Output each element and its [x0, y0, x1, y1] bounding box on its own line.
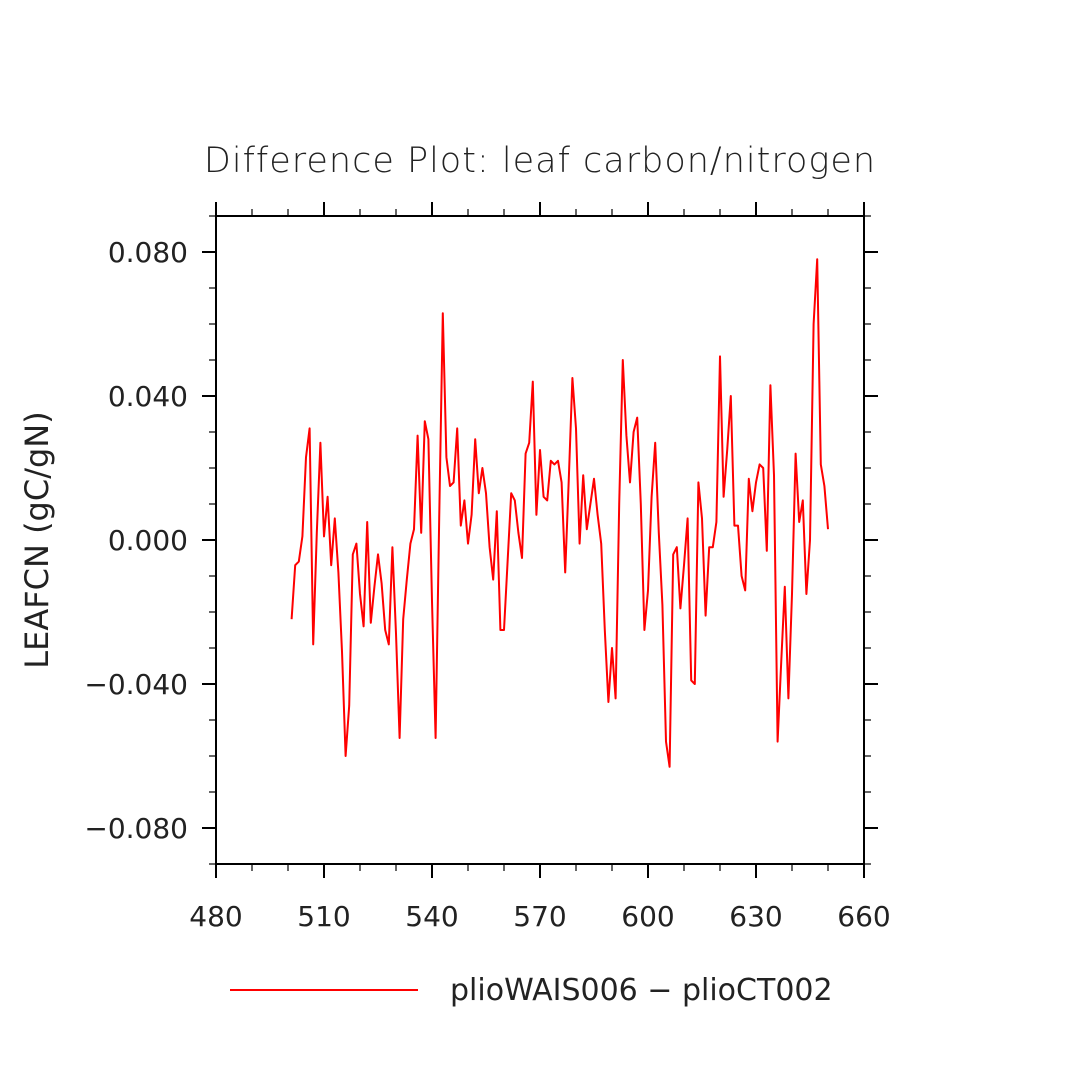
y-tick-label: −0.080: [84, 812, 188, 845]
x-tick-label: 630: [729, 900, 782, 933]
x-tick-label: 480: [189, 900, 242, 933]
x-tick-label: 540: [405, 900, 458, 933]
chart-title: Difference Plot: leaf carbon/nitrogen: [204, 141, 876, 181]
legend: plioWAIS006 − plioCT002: [230, 973, 833, 1008]
x-tick-label: 510: [297, 900, 350, 933]
x-tick-label: 600: [621, 900, 674, 933]
series-line: [290, 258, 829, 768]
series-layer: [290, 258, 829, 768]
y-tick-label: 0.040: [108, 380, 188, 413]
y-tick-label: −0.040: [84, 668, 188, 701]
y-tick-label: 0.080: [108, 236, 188, 269]
x-tick-label: 660: [837, 900, 890, 933]
x-tick-label: 570: [513, 900, 566, 933]
y-axis-label: LEAFCN (gC/gN): [18, 411, 56, 668]
legend-label: plioWAIS006 − plioCT002: [450, 973, 833, 1008]
y-tick-label: 0.000: [108, 524, 188, 557]
axis-tick-labels: 480 510 540 570 600 630 660 −0.080 −0.040 0.000 0.…: [84, 236, 890, 933]
axis-ticks: [202, 202, 878, 878]
